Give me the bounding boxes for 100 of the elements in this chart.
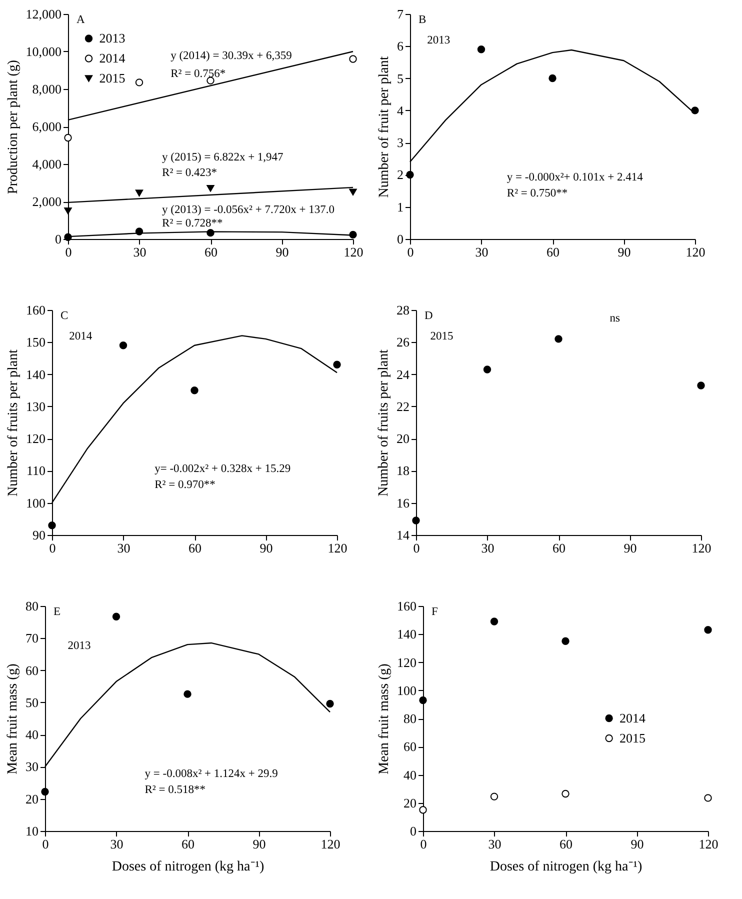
y-tick-label: 7 <box>397 6 404 22</box>
y-tick-label: 100 <box>26 495 46 510</box>
y-tick-label: 16 <box>396 495 410 510</box>
y-tick-label: 1 <box>397 199 404 214</box>
annotation: R² = 0.423* <box>162 167 218 179</box>
point <box>119 342 128 350</box>
x-tick-label: 30 <box>488 836 502 852</box>
y-tick-label: 0 <box>55 232 62 246</box>
y-axis-title: Number of fruit per plant <box>377 56 392 198</box>
y-tick-label: 18 <box>396 463 410 478</box>
point <box>412 516 420 524</box>
y-tick-label: 40 <box>404 767 416 782</box>
point <box>490 618 498 626</box>
x-tick-label: 30 <box>110 836 124 852</box>
y-tick-label: 14 <box>396 528 410 542</box>
point <box>562 637 570 646</box>
point <box>64 207 72 214</box>
y-tick-label: 20 <box>404 795 416 810</box>
y-tick-label: 4,000 <box>32 156 62 172</box>
x-tick-label: 30 <box>117 540 130 556</box>
annotation: 2013 <box>427 34 450 46</box>
y-axis-title: Number of fruits per plant <box>6 349 21 496</box>
y-tick-label: 10,000 <box>26 44 62 59</box>
point <box>419 806 427 814</box>
x-tick-label: 30 <box>133 244 146 260</box>
annotation: y (2013) = -0.056x² + 7.720x + 137.0 <box>162 204 335 216</box>
y-tick-label: 0 <box>410 824 416 838</box>
y-tick-label: 6 <box>397 38 404 54</box>
x-tick-label: 60 <box>204 244 218 260</box>
point <box>333 360 341 368</box>
point <box>326 700 334 708</box>
x-tick-label: 120 <box>686 244 706 260</box>
point <box>206 184 214 192</box>
x-tick-label: 120 <box>344 244 364 260</box>
y-tick-label: 80 <box>26 598 38 614</box>
y-tick-label: 4 <box>397 102 404 118</box>
chart-title: F <box>432 606 438 618</box>
y-axis-title: Mean fruit mass (g) <box>6 663 20 774</box>
chart-title: B <box>418 14 427 26</box>
point <box>48 522 56 530</box>
chart-title: D <box>424 310 433 322</box>
y-tick-label: 130 <box>26 398 46 414</box>
y-tick-label: 2,000 <box>32 194 62 209</box>
point <box>135 190 144 196</box>
point <box>697 382 705 390</box>
point <box>477 46 486 54</box>
x-tick-label: 60 <box>546 244 560 260</box>
legend-label: 2015 <box>620 730 646 746</box>
annotation: y = -0.000x²+ 0.101x + 2.414 <box>506 172 644 184</box>
annotation: 2014 <box>69 330 92 342</box>
point <box>704 626 712 634</box>
y-tick-label: 20 <box>396 431 410 446</box>
point <box>554 335 562 343</box>
annotation: R² = 0.970** <box>154 478 216 491</box>
point <box>548 74 556 82</box>
x-tick-label: 0 <box>420 836 427 852</box>
y-tick-label: 90 <box>32 528 46 542</box>
y-tick-label: 24 <box>396 366 410 382</box>
x-tick-label: 90 <box>252 836 266 852</box>
annotation: y= -0.002x² + 0.328x + 15.29 <box>154 463 291 475</box>
point <box>490 792 498 800</box>
x-tick-label: 90 <box>624 540 637 556</box>
point <box>349 188 357 196</box>
legend-label: 2014 <box>99 50 126 66</box>
y-axis-title: Number of fruits per plant <box>376 349 392 496</box>
x-axis-title: Doses of nitrogen (kg ha⁻¹) <box>112 860 264 874</box>
y-tick-label: 3 <box>397 135 404 150</box>
x-tick-label: 60 <box>188 540 202 556</box>
x-tick-label: 120 <box>320 836 340 852</box>
y-tick-label: 20 <box>26 791 38 806</box>
x-tick-label: 60 <box>552 540 566 556</box>
legend-label: 2014 <box>620 710 646 726</box>
x-tick-label: 120 <box>692 540 712 556</box>
point <box>419 696 427 704</box>
x-tick-label: 30 <box>481 540 494 556</box>
y-tick-label: 40 <box>26 727 38 742</box>
y-tick-label: 26 <box>396 334 410 350</box>
annotation: y = -0.008x² + 1.124x + 29.9 <box>144 768 278 780</box>
y-tick-label: 6,000 <box>32 119 62 134</box>
y-tick-label: 110 <box>26 463 46 478</box>
y-tick-label: 5 <box>397 70 404 86</box>
y-tick-label: 70 <box>26 630 38 646</box>
y-tick-label: 22 <box>396 398 410 414</box>
legend-label: 2013 <box>99 30 126 46</box>
y-tick-label: 120 <box>397 654 416 670</box>
point <box>64 134 72 142</box>
y-tick-label: 50 <box>26 694 38 710</box>
x-tick-label: 60 <box>182 836 194 852</box>
chart-title: E <box>54 606 61 618</box>
y-tick-label: 150 <box>26 334 46 350</box>
x-tick-label: 90 <box>630 836 644 852</box>
y-tick-label: 140 <box>397 626 416 642</box>
point <box>349 55 357 63</box>
y-tick-label: 8,000 <box>32 82 62 96</box>
x-tick-label: 120 <box>698 836 718 852</box>
point <box>704 794 712 802</box>
annotation: ns <box>610 312 621 324</box>
y-tick-label: 80 <box>404 711 416 726</box>
y-axis-title: Production per plant (g) <box>6 60 21 194</box>
y-tick-label: 120 <box>26 431 46 446</box>
